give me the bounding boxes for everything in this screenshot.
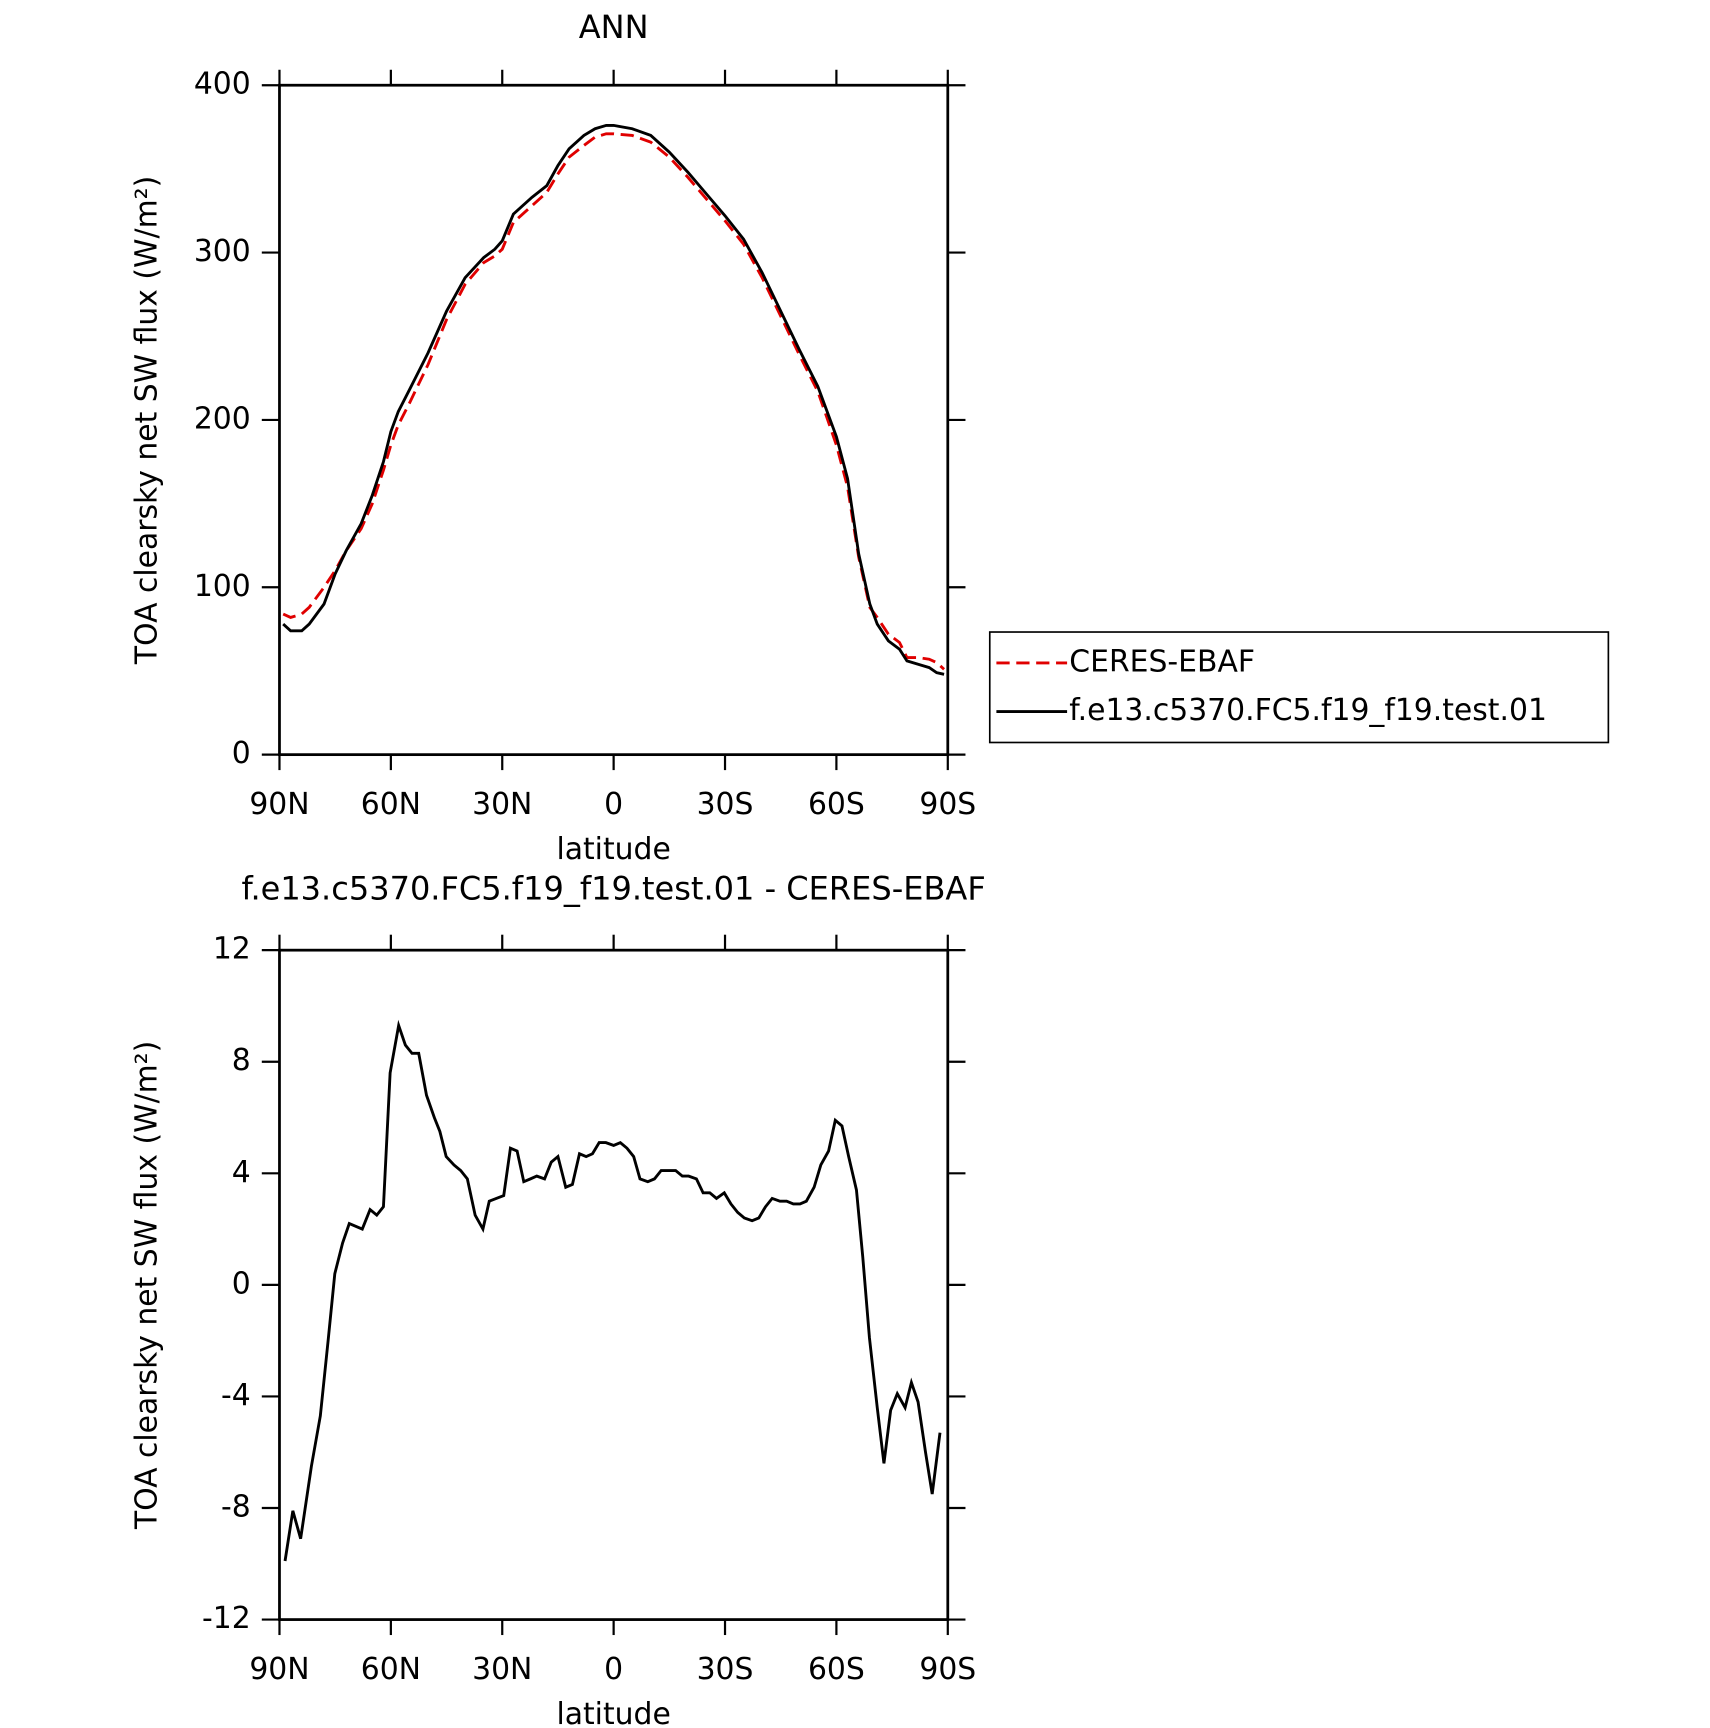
y-tick-label: 300 <box>194 234 251 269</box>
y-tick-label: 4 <box>232 1155 251 1190</box>
y-tick-label: -4 <box>221 1378 251 1413</box>
y-tick-label: -12 <box>202 1601 251 1636</box>
x-tick-label: 30N <box>472 787 532 822</box>
x-tick-label: 30S <box>697 787 754 822</box>
y-axis-label: TOA clearsky net SW flux (W/m²) <box>130 176 165 665</box>
x-axis-label: latitude <box>556 832 670 867</box>
y-axis-label: TOA clearsky net SW flux (W/m²) <box>130 1041 165 1530</box>
x-tick-label: 90S <box>919 1652 976 1687</box>
legend-label: CERES-EBAF <box>1069 644 1255 679</box>
x-tick-label: 30S <box>697 1652 754 1687</box>
x-tick-label: 90S <box>919 787 976 822</box>
y-tick-label: 8 <box>232 1043 251 1078</box>
y-tick-label: 0 <box>232 736 251 771</box>
series-line <box>283 1019 942 1562</box>
x-tick-label: 90N <box>249 1652 309 1687</box>
y-tick-label: -8 <box>221 1490 251 1525</box>
y-tick-label: 12 <box>213 932 251 967</box>
x-tick-label: 0 <box>604 1652 623 1687</box>
series-line <box>282 123 945 676</box>
x-tick-label: 0 <box>604 787 623 822</box>
x-tick-label: 30N <box>472 1652 532 1687</box>
y-tick-label: 100 <box>194 569 251 604</box>
x-tick-label: 60S <box>808 787 865 822</box>
x-axis-label: latitude <box>556 1697 670 1728</box>
x-tick-label: 60N <box>361 787 421 822</box>
legend-box <box>988 631 1610 744</box>
x-tick-label: 60S <box>808 1652 865 1687</box>
y-tick-label: 400 <box>194 67 251 102</box>
legend-label: f.e13.c5370.FC5.f19_f19.test.01 <box>1069 693 1547 728</box>
y-tick-label: 0 <box>232 1266 251 1301</box>
x-tick-label: 60N <box>361 1652 421 1687</box>
x-tick-label: 90N <box>249 787 309 822</box>
plot-frame <box>278 948 950 1621</box>
chart-title: f.e13.c5370.FC5.f19_f19.test.01 - CERES-… <box>242 870 986 908</box>
y-tick-label: 200 <box>194 401 251 436</box>
plot-frame <box>278 83 950 757</box>
series-line <box>282 132 946 671</box>
chart-title: ANN <box>579 8 649 46</box>
